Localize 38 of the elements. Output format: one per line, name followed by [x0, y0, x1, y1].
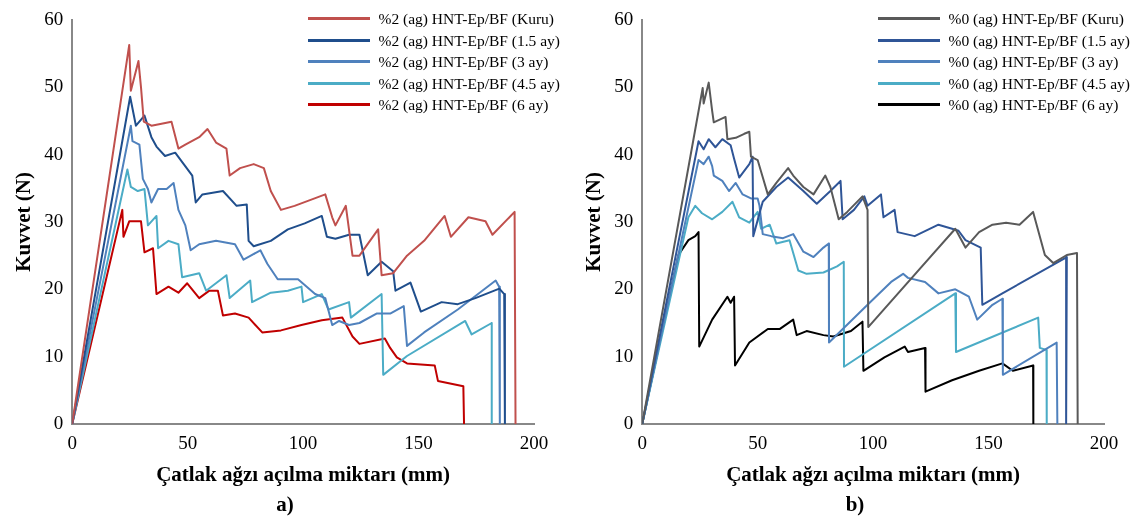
y-tick-label: 20 — [44, 277, 64, 299]
y-axis-title: Kuvvet (N) — [11, 172, 36, 272]
y-tick-label: 50 — [44, 75, 64, 97]
x-tick-label: 50 — [178, 432, 198, 454]
legend-label: %0 (ag) HNT-Ep/BF (1.5 ay) — [948, 30, 1130, 51]
legend-label: %2 (ag) HNT-Ep/BF (3 ay) — [378, 52, 549, 72]
y-tick-label: 40 — [44, 142, 64, 164]
y-tick-label: 0 — [623, 411, 634, 433]
legend-label: %2 (ag) HNT-Ep/BF (1.5 ay) — [378, 30, 560, 51]
y-tick-label: 60 — [614, 7, 634, 29]
text: a) — [275, 492, 295, 517]
y-tick-label: 20 — [614, 277, 634, 299]
x-axis-title: Çatlak ağzı açılma miktarı (mm) — [726, 461, 1021, 486]
y-tick-label: 30 — [614, 209, 634, 231]
y-tick-label: 10 — [614, 344, 634, 366]
text: b) — [844, 492, 866, 517]
y-axis-title: Kuvvet (N) — [581, 172, 606, 272]
legend-label: %2 (ag) HNT-Ep/BF (4.5 ay) — [378, 73, 560, 94]
legend-label: %0 (ag) HNT-Ep/BF (4.5 ay) — [948, 73, 1130, 94]
x-tick-label: 100 — [858, 432, 888, 454]
legend-label: %2 (ag) HNT-Ep/BF (Kuru) — [378, 9, 554, 29]
y-tick-label: 40 — [614, 142, 634, 164]
legend-label: %0 (ag) HNT-Ep/BF (Kuru) — [948, 9, 1124, 29]
legend-label: %0 (ag) HNT-Ep/BF (6 ay) — [948, 95, 1119, 115]
x-tick-label: 50 — [748, 432, 768, 454]
y-tick-label: 0 — [53, 411, 64, 433]
x-tick-label: 150 — [974, 432, 1003, 454]
x-tick-label: 100 — [288, 432, 318, 454]
y-tick-label: 60 — [44, 7, 64, 29]
y-tick-label: 50 — [614, 75, 634, 97]
legend-label: %2 (ag) HNT-Ep/BF (6 ay) — [378, 95, 549, 115]
x-tick-label: 200 — [1089, 432, 1119, 454]
legend-label: %0 (ag) HNT-Ep/BF (3 ay) — [948, 52, 1119, 72]
y-tick-label: 10 — [44, 344, 64, 366]
x-tick-label: 200 — [519, 432, 549, 454]
x-axis-title: Çatlak ağzı açılma miktarı (mm) — [156, 461, 451, 486]
x-tick-label: 150 — [404, 432, 433, 454]
y-tick-label: 30 — [44, 209, 64, 231]
